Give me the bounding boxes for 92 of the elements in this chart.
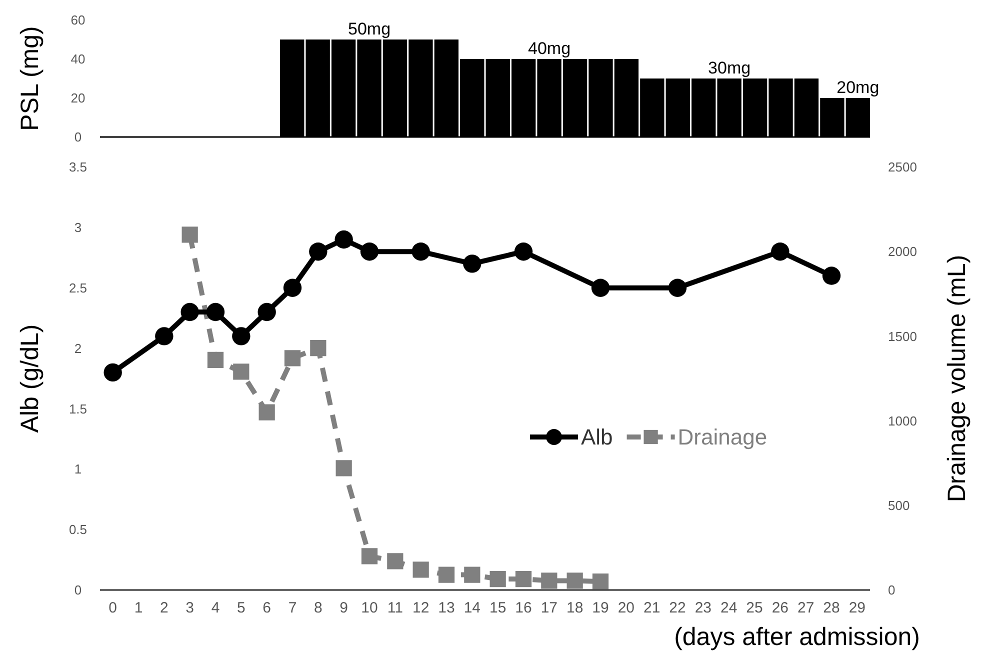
x-tick-label: 19 — [592, 600, 609, 617]
y-tick-label: 0.5 — [68, 522, 88, 538]
x-tick-label: 24 — [720, 600, 738, 617]
y-tick-label: 1 — [74, 462, 82, 477]
y2-tick-label: 2500 — [888, 160, 917, 175]
x-tick-label: 28 — [823, 600, 840, 617]
x-tick-label: 11 — [387, 600, 403, 617]
y-tick-label: 0 — [74, 582, 82, 598]
point — [360, 242, 379, 261]
point — [334, 230, 353, 249]
point — [541, 572, 558, 589]
x-tick-label: 13 — [438, 600, 455, 617]
x-tick-label: 6 — [262, 600, 272, 617]
y-tick-label: 1.5 — [68, 401, 88, 416]
point — [387, 553, 404, 570]
x-tick-label: 17 — [540, 600, 558, 617]
x-tick-label: 22 — [669, 600, 686, 617]
y2-tick-label: 1500 — [888, 328, 917, 344]
x-tick-label: 29 — [848, 600, 866, 617]
point — [412, 242, 430, 261]
point — [490, 570, 506, 588]
point — [464, 566, 480, 583]
x-tick-label: 16 — [515, 600, 532, 617]
x-tick-label: 14 — [464, 600, 481, 617]
point — [592, 573, 609, 590]
x-tick-label: 9 — [340, 600, 348, 617]
point — [668, 278, 687, 297]
y-tick-label: 3.5 — [68, 160, 88, 175]
y-tick-label: 2 — [74, 340, 82, 356]
point — [515, 570, 532, 588]
point — [438, 566, 455, 583]
y2-tick-label: 1000 — [888, 413, 917, 428]
data-label: 40mg — [528, 39, 571, 58]
x-tick-label: 20 — [618, 600, 635, 617]
point — [771, 242, 790, 261]
point — [207, 352, 224, 368]
y-tick-label: 40 — [70, 52, 86, 67]
data-label: 20mg — [836, 78, 880, 97]
point — [155, 327, 174, 346]
y2-tick-label: 500 — [888, 498, 910, 513]
y-axis-title: PSL (mg) — [16, 26, 44, 131]
x-tick-label: 15 — [489, 600, 506, 617]
point — [361, 548, 378, 564]
x-tick-label: 27 — [797, 600, 814, 617]
x-tick-label: 23 — [694, 600, 712, 617]
y2-tick-label: 2000 — [888, 244, 917, 260]
point — [309, 242, 328, 261]
x-tick-label: 5 — [236, 600, 246, 617]
y-tick-label: 20 — [70, 90, 86, 106]
point — [258, 302, 276, 322]
point — [233, 364, 250, 380]
x-tick-label: 18 — [566, 600, 584, 617]
y-tick-label: 2.5 — [68, 280, 88, 296]
data-label: 30mg — [708, 58, 751, 78]
data-label: 50mg — [348, 20, 391, 38]
point — [336, 460, 352, 476]
point — [310, 340, 326, 356]
x-tick-label: 21 — [643, 600, 660, 617]
y-tick-label: 0 — [74, 130, 82, 145]
point — [514, 242, 533, 261]
x-tick-label: 2 — [160, 600, 168, 617]
x-tick-label: 26 — [772, 600, 789, 617]
point — [591, 278, 610, 297]
point — [180, 302, 199, 322]
point — [182, 226, 198, 243]
point — [822, 266, 841, 285]
x-tick-label: 4 — [211, 600, 220, 617]
point — [463, 254, 482, 273]
x-tick-label: 8 — [314, 600, 322, 617]
x-tick-label: 12 — [412, 600, 430, 617]
point — [104, 363, 122, 382]
point — [206, 302, 225, 322]
point — [258, 404, 275, 420]
point — [284, 350, 301, 366]
y2-axis-title: Drainage volume (mL) — [943, 254, 971, 502]
y-axis-title: Alb (g/dL) — [16, 324, 44, 433]
point — [283, 278, 302, 297]
x-tick-label: 0 — [108, 600, 118, 617]
x-tick-label: 1 — [134, 600, 143, 617]
x-axis-title: (days after admission) — [674, 623, 920, 651]
point — [232, 327, 250, 346]
x-tick-label: 10 — [361, 600, 378, 617]
point — [566, 572, 583, 589]
y2-tick-label: 0 — [888, 582, 896, 598]
y-tick-label: 60 — [70, 12, 86, 28]
legend-label: Drainage — [678, 424, 768, 450]
y-tick-label: 3 — [74, 220, 82, 235]
legend-label: Alb — [581, 424, 613, 450]
x-tick-label: 25 — [746, 600, 763, 617]
point — [412, 562, 429, 578]
x-tick-label: 7 — [288, 600, 297, 617]
x-tick-label: 3 — [186, 600, 194, 617]
